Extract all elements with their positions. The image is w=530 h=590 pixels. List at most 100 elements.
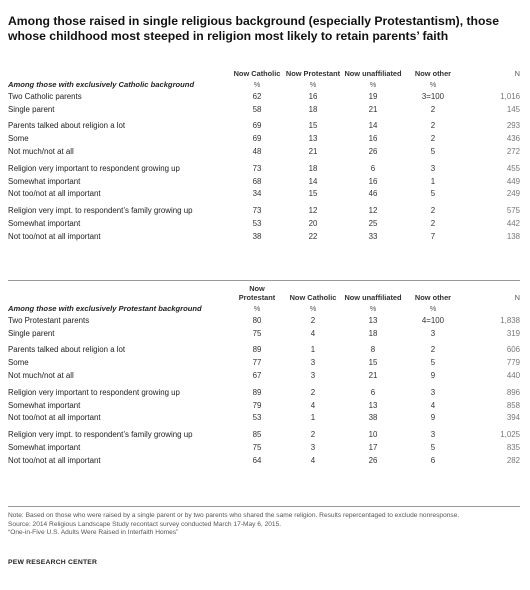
table-row: Religion very important to respondent gr… bbox=[8, 386, 520, 399]
percent-value: 18 bbox=[368, 328, 378, 338]
percent-value: 75 bbox=[252, 443, 262, 453]
column-header: N bbox=[514, 292, 520, 302]
section-divider bbox=[8, 280, 520, 281]
percent-value: 2 bbox=[430, 345, 436, 355]
section-label: Among those with exclusively Catholic ba… bbox=[8, 79, 195, 89]
percent-value: 17 bbox=[368, 443, 378, 453]
percent-value: 13 bbox=[368, 315, 378, 325]
percent-value: 77 bbox=[252, 358, 262, 368]
percent-sign: % bbox=[429, 303, 437, 313]
percent-value: 13 bbox=[368, 400, 378, 410]
percent-value: 16 bbox=[308, 91, 318, 101]
table-row: Somewhat important 68 14 16 1 449 bbox=[8, 175, 520, 188]
table-row: Parents talked about religion a lot 89 1 8 2… bbox=[8, 344, 520, 357]
catholic-background-table: Now Catholic Now Protestant Now unaffiliat… bbox=[8, 58, 520, 243]
sample-size: 272 bbox=[506, 147, 520, 157]
sample-size: 606 bbox=[506, 345, 520, 355]
percent-value: 6 bbox=[370, 387, 376, 397]
row-label: Somewhat important bbox=[8, 219, 81, 229]
sample-size: 1,838 bbox=[500, 315, 520, 325]
notes-divider bbox=[8, 506, 520, 507]
percent-value: 1 bbox=[310, 413, 316, 423]
sample-size: 896 bbox=[506, 387, 520, 397]
percent-value: 5 bbox=[430, 443, 436, 453]
table-row: Not too/not at all important 34 15 46 5 249 bbox=[8, 188, 520, 201]
percent-value: 79 bbox=[252, 400, 262, 410]
row-label: Not too/not at all important bbox=[8, 413, 101, 423]
footer-org: PEW RESEARCH CENTER bbox=[8, 559, 98, 566]
table-row: Some 77 3 15 5 779 bbox=[8, 356, 520, 369]
percent-value: 2 bbox=[430, 206, 436, 216]
column-header-row: Now Catholic Now Protestant Now unaffiliat… bbox=[8, 58, 520, 78]
notes-block: Note: Based on those who were raised by … bbox=[8, 512, 523, 538]
percent-sign: % bbox=[253, 79, 261, 89]
percent-sign: % bbox=[369, 79, 377, 89]
column-header: N bbox=[514, 68, 520, 78]
sample-size: 293 bbox=[506, 121, 520, 131]
table-row: Single parent 58 18 21 2 145 bbox=[8, 103, 520, 116]
percent-value: 69 bbox=[252, 134, 262, 144]
percent-value: 25 bbox=[368, 219, 378, 229]
header-spacer bbox=[8, 58, 230, 78]
table-row: Religion very impt. to respondent’s fami… bbox=[8, 428, 520, 441]
sample-size: 858 bbox=[506, 400, 520, 410]
percent-value: 15 bbox=[368, 358, 378, 368]
percent-value: 53 bbox=[252, 219, 262, 229]
percent-value: 89 bbox=[252, 387, 262, 397]
percent-value: 53 bbox=[252, 413, 262, 423]
percent-value: 3 bbox=[310, 443, 316, 453]
column-header: Now Protestant bbox=[285, 68, 341, 78]
row-label: Two Protestant parents bbox=[8, 315, 90, 325]
percent-value: 3 bbox=[430, 163, 436, 173]
table-row: Parents talked about religion a lot 69 15 1… bbox=[8, 120, 520, 133]
table-row: Not much/not at all 67 3 21 9 440 bbox=[8, 369, 520, 382]
percent-value: 12 bbox=[368, 206, 378, 216]
row-label: Single parent bbox=[8, 104, 55, 114]
header-spacer bbox=[8, 282, 230, 302]
percent-value: 2 bbox=[310, 315, 316, 325]
row-label: Religion very important to respondent gr… bbox=[8, 163, 180, 173]
percent-value: 75 bbox=[252, 328, 262, 338]
percent-sign: % bbox=[309, 303, 317, 313]
section-label: Among those with exclusively Protestant … bbox=[8, 303, 202, 313]
percent-value: 9 bbox=[430, 371, 436, 381]
table-row: Not too/not at all important 53 1 38 9 394 bbox=[8, 412, 520, 425]
table-row: Somewhat important 79 4 13 4 858 bbox=[8, 399, 520, 412]
percent-value: 2 bbox=[430, 104, 436, 114]
column-header: Now other bbox=[414, 68, 452, 78]
sample-size: 319 bbox=[506, 328, 520, 338]
percent-value: 22 bbox=[308, 231, 318, 241]
percent-value: 4=100 bbox=[421, 315, 445, 325]
percent-value: 3 bbox=[430, 328, 436, 338]
row-label: Religion very important to respondent gr… bbox=[8, 387, 180, 397]
sample-size: 1,016 bbox=[500, 91, 520, 101]
table-row: Religion very important to respondent gr… bbox=[8, 162, 520, 175]
table-row: Somewhat important 75 3 17 5 835 bbox=[8, 441, 520, 454]
percent-value: 15 bbox=[308, 189, 318, 199]
percent-value: 2 bbox=[430, 134, 436, 144]
percent-value: 7 bbox=[430, 231, 436, 241]
percent-value: 14 bbox=[308, 176, 318, 186]
row-label: Not much/not at all bbox=[8, 371, 74, 381]
percent-value: 3 bbox=[310, 371, 316, 381]
percent-value: 13 bbox=[308, 134, 318, 144]
percent-value: 1 bbox=[430, 176, 436, 186]
row-label: Some bbox=[8, 134, 29, 144]
note-text: Note: Based on those who were raised by … bbox=[8, 512, 460, 519]
row-label: Somewhat important bbox=[8, 400, 81, 410]
percent-sign: % bbox=[253, 303, 261, 313]
column-header: Now Catholic bbox=[289, 292, 337, 302]
percent-value: 38 bbox=[368, 413, 378, 423]
percent-value: 8 bbox=[370, 345, 376, 355]
percent-value: 2 bbox=[430, 219, 436, 229]
sample-size: 282 bbox=[506, 455, 520, 465]
sample-size: 394 bbox=[506, 413, 520, 423]
page-title: Among those raised in single religious b… bbox=[8, 14, 499, 43]
unit-spacer bbox=[462, 302, 520, 314]
percent-value: 2 bbox=[310, 387, 316, 397]
percent-value: 67 bbox=[252, 371, 262, 381]
row-label: Not too/not at all important bbox=[8, 455, 101, 465]
row-label: Religion very impt. to respondent’s fami… bbox=[8, 206, 193, 216]
percent-value: 18 bbox=[308, 163, 318, 173]
percent-value: 73 bbox=[252, 163, 262, 173]
